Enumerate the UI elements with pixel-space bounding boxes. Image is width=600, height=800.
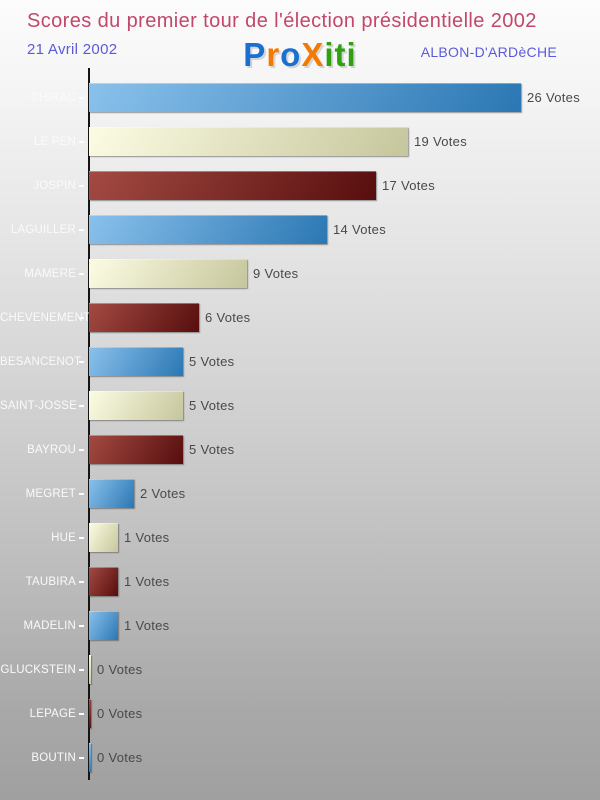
vote-bar — [89, 435, 183, 464]
logo-letter: r — [266, 36, 281, 73]
bar-row: LAGUILLER 14 Votes — [0, 215, 600, 244]
candidate-label: LAGUILLER — [10, 223, 76, 236]
axis-tick-mark — [79, 96, 84, 99]
vote-bar — [89, 391, 183, 420]
bar-row: BAYROU 5 Votes — [0, 435, 600, 464]
vote-bar — [89, 171, 376, 200]
vote-bar — [89, 699, 91, 728]
vote-count-label: 1 Votes — [124, 618, 170, 633]
bar-row: BESANCENOT 5 Votes — [0, 347, 600, 376]
vote-bar — [89, 259, 247, 288]
candidate-label: LE PEN — [33, 135, 76, 148]
vote-bar — [89, 743, 91, 772]
candidate-label: BOUTIN — [31, 751, 76, 764]
axis-tick-mark — [79, 404, 84, 407]
vote-bar — [89, 83, 521, 112]
proxiti-logo: ProXiti — [0, 36, 600, 74]
vote-bar — [89, 303, 199, 332]
vote-count-label: 5 Votes — [189, 398, 235, 413]
candidate-label: CHEVENEMENT — [0, 311, 91, 324]
axis-tick-mark — [79, 492, 84, 495]
logo-letter: i — [324, 36, 335, 73]
axis-tick-mark — [79, 316, 84, 319]
vote-count-label: 2 Votes — [140, 486, 186, 501]
vote-count-label: 0 Votes — [97, 662, 143, 677]
vote-count-label: 5 Votes — [189, 442, 235, 457]
bar-row: MADELIN 1 Votes — [0, 611, 600, 640]
candidate-label: MAMERE — [24, 267, 76, 280]
axis-tick-mark — [79, 580, 84, 583]
axis-tick-mark — [79, 536, 84, 539]
vote-count-label: 0 Votes — [97, 706, 143, 721]
vote-count-label: 6 Votes — [205, 310, 251, 325]
vote-count-label: 1 Votes — [124, 574, 170, 589]
bar-row: MEGRET 2 Votes — [0, 479, 600, 508]
commune-name-label: ALBON-D'ARDèCHE — [420, 44, 557, 60]
vote-count-label: 5 Votes — [189, 354, 235, 369]
bar-row: JOSPIN 17 Votes — [0, 171, 600, 200]
axis-tick-mark — [79, 756, 84, 759]
bar-row: TAUBIRA 1 Votes — [0, 567, 600, 596]
vote-bar — [89, 347, 183, 376]
bar-row: LEPAGE 0 Votes — [0, 699, 600, 728]
bar-row: CHEVENEMENT 6 Votes — [0, 303, 600, 332]
logo-letter: P — [243, 36, 267, 73]
vote-bar — [89, 655, 91, 684]
bar-row: SAINT-JOSSE 5 Votes — [0, 391, 600, 420]
logo-letter: i — [346, 36, 357, 73]
vote-count-label: 19 Votes — [414, 134, 467, 149]
vote-count-label: 26 Votes — [527, 90, 580, 105]
axis-tick-mark — [79, 360, 84, 363]
vote-count-label: 17 Votes — [382, 178, 435, 193]
candidate-label: TAUBIRA — [25, 575, 76, 588]
axis-tick-mark — [79, 624, 84, 627]
axis-tick-mark — [79, 140, 84, 143]
bar-row: GLUCKSTEIN 0 Votes — [0, 655, 600, 684]
candidate-label: BAYROU — [27, 443, 76, 456]
bar-row: MAMERE 9 Votes — [0, 259, 600, 288]
vote-bar — [89, 479, 134, 508]
bar-row: CHIRAC 26 Votes — [0, 83, 600, 112]
axis-tick-mark — [79, 712, 84, 715]
vote-count-label: 0 Votes — [97, 750, 143, 765]
logo-letter: X — [301, 36, 325, 73]
axis-tick-mark — [79, 228, 84, 231]
candidate-label: HUE — [51, 531, 76, 544]
bar-row: HUE 1 Votes — [0, 523, 600, 552]
axis-tick-mark — [79, 448, 84, 451]
bar-row: LE PEN 19 Votes — [0, 127, 600, 156]
candidate-label: LEPAGE — [29, 707, 76, 720]
candidate-label: JOSPIN — [33, 179, 76, 192]
axis-tick-mark — [79, 184, 84, 187]
candidate-label: SAINT-JOSSE — [0, 399, 77, 412]
vote-count-label: 1 Votes — [124, 530, 170, 545]
vote-count-label: 14 Votes — [333, 222, 386, 237]
vote-count-label: 9 Votes — [253, 266, 299, 281]
y-axis-line — [88, 68, 90, 780]
candidate-label: BESANCENOT — [0, 355, 82, 368]
bar-row: BOUTIN 0 Votes — [0, 743, 600, 772]
page-title: Scores du premier tour de l'élection pré… — [27, 10, 537, 32]
axis-tick-mark — [79, 272, 84, 275]
axis-tick-mark — [79, 668, 84, 671]
candidate-label: MEGRET — [25, 487, 76, 500]
candidate-label: MADELIN — [23, 619, 76, 632]
vote-bar — [89, 567, 118, 596]
vote-bar — [89, 611, 118, 640]
vote-bar — [89, 127, 408, 156]
logo-letter: t — [334, 36, 347, 73]
vote-bar — [89, 215, 327, 244]
election-date-label: 21 Avril 2002 — [27, 41, 118, 58]
vote-bar — [89, 523, 118, 552]
candidate-label: GLUCKSTEIN — [0, 663, 76, 676]
candidate-label: CHIRAC — [30, 91, 76, 104]
logo-letter: o — [280, 36, 302, 73]
